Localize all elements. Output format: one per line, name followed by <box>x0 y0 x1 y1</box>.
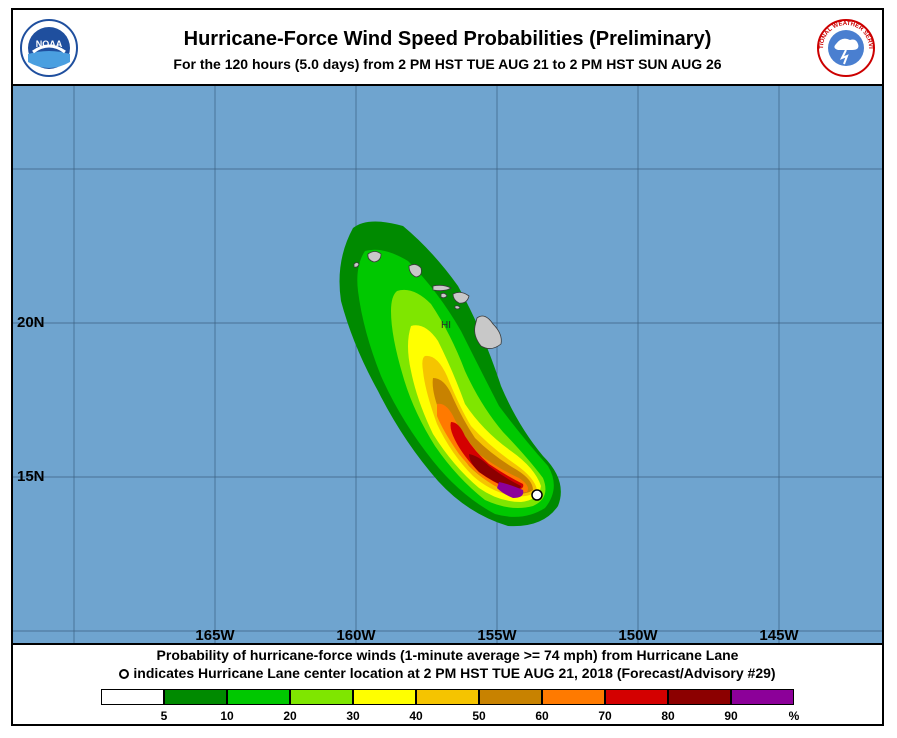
legend-tick: 60 <box>535 709 549 723</box>
hurricane-center-marker <box>531 489 543 501</box>
contour-50-60 <box>432 378 533 494</box>
island-oahu <box>408 264 422 278</box>
island-maui <box>452 292 470 304</box>
legend-swatch-6 <box>479 689 542 705</box>
circle-marker-icon <box>119 669 130 679</box>
footer-center-note-text: indicates Hurricane Lane center location… <box>133 665 776 681</box>
header: NOAA Hurricane-Force Wind Speed Probabil… <box>13 10 882 84</box>
contour-80-90 <box>469 454 521 490</box>
nws-logo: NATIONAL WEATHER SERVICE <box>816 18 875 77</box>
probability-map: HI <box>13 86 882 643</box>
legend-tick: 90 <box>724 709 738 723</box>
lon-label-150w: 150W <box>618 627 658 644</box>
lat-label-20n: 20N <box>17 314 45 331</box>
probability-legend: 5 10 20 30 40 50 60 70 80 90 % <box>101 689 801 725</box>
legend-tick: 5 <box>160 709 168 723</box>
island-lanai <box>440 292 448 299</box>
region-label-hi: HI <box>441 320 451 331</box>
noaa-logo-text: NOAA <box>36 39 63 49</box>
legend-swatch-3 <box>290 689 353 705</box>
legend-swatch-7 <box>542 689 605 705</box>
legend-tick: 30 <box>346 709 360 723</box>
map-panel: HI 165W 160W 155W 150W 145W 20N 15N <box>13 84 882 645</box>
map-title: Hurricane-Force Wind Speed Probabilities… <box>183 28 712 50</box>
legend-swatch-4 <box>353 689 416 705</box>
lon-label-145w: 145W <box>759 627 799 644</box>
contour-90-plus <box>497 482 524 498</box>
legend-tick: 70 <box>598 709 612 723</box>
lon-label-160w: 160W <box>336 627 376 644</box>
legend-tick: 50 <box>472 709 486 723</box>
island-kahoolawe <box>454 305 461 310</box>
footer-center-note: indicates Hurricane Lane center location… <box>13 665 882 681</box>
noaa-logo: NOAA <box>20 19 78 77</box>
legend-tick-percent: % <box>788 709 800 723</box>
legend-tick: 80 <box>661 709 675 723</box>
legend-swatch-8 <box>605 689 668 705</box>
legend-swatch-5 <box>416 689 479 705</box>
island-hawaii <box>474 315 502 349</box>
legend-swatch-10 <box>731 689 794 705</box>
hawaiian-islands <box>353 251 502 349</box>
footer-description: Probability of hurricane-force winds (1-… <box>156 647 739 663</box>
legend-tick: 10 <box>220 709 234 723</box>
island-niihau <box>353 262 360 268</box>
legend-swatch-0 <box>101 689 164 705</box>
lon-label-165w: 165W <box>195 627 235 644</box>
legend-swatch-2 <box>227 689 290 705</box>
figure-frame: NOAA Hurricane-Force Wind Speed Probabil… <box>11 8 884 726</box>
lon-label-155w: 155W <box>477 627 517 644</box>
legend-swatch-9 <box>668 689 731 705</box>
legend-swatch-1 <box>164 689 227 705</box>
footer: Probability of hurricane-force winds (1-… <box>13 643 882 724</box>
lat-label-15n: 15N <box>17 468 45 485</box>
contour-40-50 <box>422 355 537 497</box>
legend-tick: 20 <box>283 709 297 723</box>
probability-contours <box>339 221 561 527</box>
island-molokai <box>432 284 452 292</box>
map-subtitle: For the 120 hours (5.0 days) from 2 PM H… <box>173 56 722 72</box>
island-kauai <box>367 251 382 263</box>
legend-tick: 40 <box>409 709 423 723</box>
graticule <box>13 86 882 643</box>
